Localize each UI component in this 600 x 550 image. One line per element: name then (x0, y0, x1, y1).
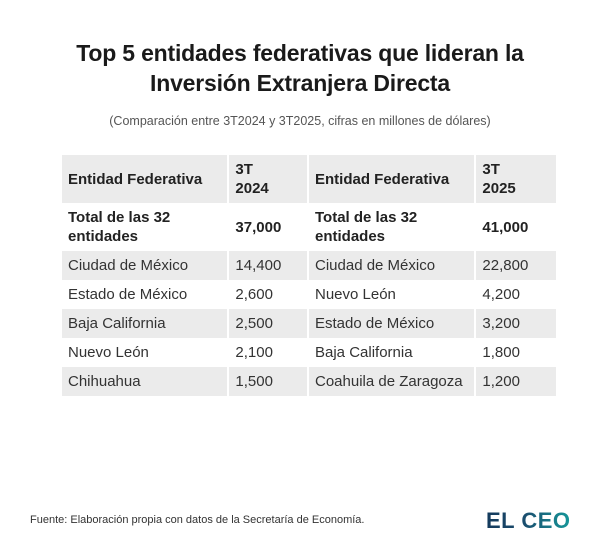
total-label-2024: Total de las 32 entidades (62, 203, 228, 251)
title-line-2: Inversión Extranjera Directa (150, 70, 450, 96)
total-label-line2: entidades (315, 228, 386, 245)
source-note: Fuente: Elaboración propia con datos de … (30, 514, 365, 526)
entity-2024-cell: Estado de México (62, 280, 228, 309)
entity-2025-cell: Coahuila de Zaragoza (309, 367, 475, 396)
table-row: Estado de México 2,600 Nuevo León 4,200 (62, 280, 556, 309)
header-period-2024-line1: 3T (235, 161, 253, 178)
fdi-table: Entidad Federativa 3T 2024 Entidad Feder… (60, 155, 558, 396)
total-label-line1: Total de las 32 (68, 209, 171, 226)
total-row: Total de las 32 entidades 37,000 Total d… (62, 203, 556, 251)
entity-2025-cell: Estado de México (309, 309, 475, 338)
entity-2024-cell: Ciudad de México (62, 251, 228, 280)
header-period-2025-line1: 3T (482, 161, 500, 178)
header-period-2024: 3T 2024 (229, 155, 307, 203)
header-period-2024-line2: 2024 (235, 180, 269, 197)
value-2024-cell: 14,400 (229, 251, 307, 280)
total-value-2025: 41,000 (476, 203, 556, 251)
header-entity-2024: Entidad Federativa (62, 155, 228, 203)
table-row: Ciudad de México 14,400 Ciudad de México… (62, 251, 556, 280)
entity-2024-cell: Baja California (62, 309, 228, 338)
el-ceo-logo: EL CEO (486, 508, 571, 533)
total-label-2025: Total de las 32 entidades (309, 203, 475, 251)
table-row: Chihuahua 1,500 Coahuila de Zaragoza 1,2… (62, 367, 556, 396)
value-2025-cell: 1,800 (476, 338, 556, 367)
table-row: Nuevo León 2,100 Baja California 1,800 (62, 338, 556, 367)
header-period-2025: 3T 2025 (476, 155, 556, 203)
entity-2025-cell: Ciudad de México (309, 251, 475, 280)
entity-2024-cell: Chihuahua (62, 367, 228, 396)
entity-2024-cell: Nuevo León (62, 338, 228, 367)
header-entity-2025: Entidad Federativa (309, 155, 475, 203)
title-line-1: Top 5 entidades federativas que lideran … (76, 40, 524, 66)
total-label-line1: Total de las 32 (315, 209, 418, 226)
subtitle: (Comparación entre 3T2024 y 3T2025, cifr… (109, 114, 491, 128)
table-header-row: Entidad Federativa 3T 2024 Entidad Feder… (62, 155, 556, 203)
table-row: Baja California 2,500 Estado de México 3… (62, 309, 556, 338)
header-period-2025-line2: 2025 (482, 180, 516, 197)
page-title: Top 5 entidades federativas que lideran … (0, 38, 600, 98)
value-2025-cell: 3,200 (476, 309, 556, 338)
value-2024-cell: 2,100 (229, 338, 307, 367)
total-value-2024: 37,000 (229, 203, 307, 251)
value-2025-cell: 1,200 (476, 367, 556, 396)
value-2025-cell: 4,200 (476, 280, 556, 309)
value-2024-cell: 2,600 (229, 280, 307, 309)
entity-2025-cell: Baja California (309, 338, 475, 367)
entity-2025-cell: Nuevo León (309, 280, 475, 309)
total-label-line2: entidades (68, 228, 139, 245)
value-2024-cell: 2,500 (229, 309, 307, 338)
value-2025-cell: 22,800 (476, 251, 556, 280)
value-2024-cell: 1,500 (229, 367, 307, 396)
